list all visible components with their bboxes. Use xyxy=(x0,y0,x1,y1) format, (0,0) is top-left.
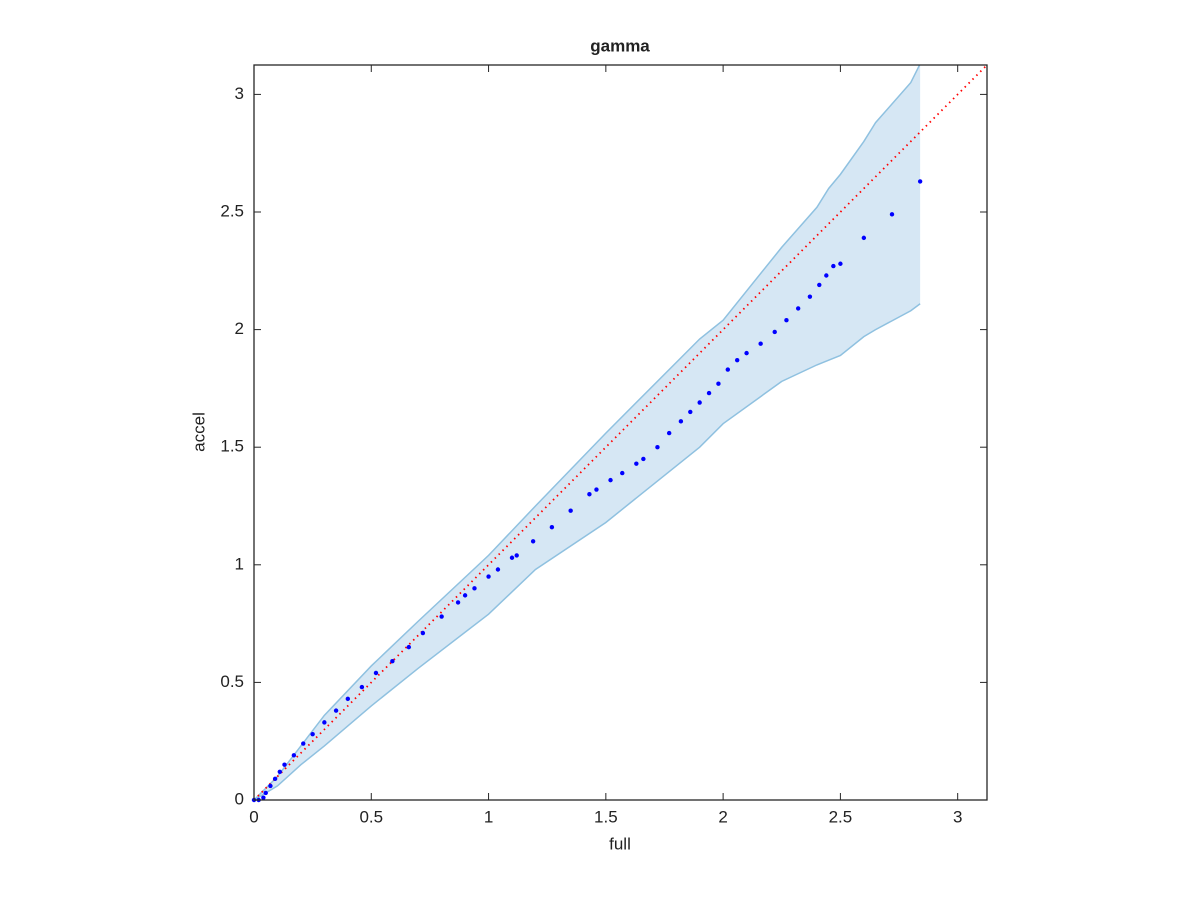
point xyxy=(373,670,379,676)
point xyxy=(824,273,829,278)
point xyxy=(838,261,843,266)
point xyxy=(549,524,555,530)
x-axis-label: full xyxy=(609,834,631,853)
point xyxy=(817,282,822,288)
point xyxy=(666,430,672,436)
point xyxy=(725,367,731,372)
point xyxy=(587,492,592,497)
y-tick-label: 2.5 xyxy=(220,201,244,220)
point xyxy=(310,731,315,737)
point xyxy=(472,586,477,591)
point xyxy=(795,306,801,311)
y-tick-label: 2 xyxy=(235,319,244,338)
point xyxy=(272,776,278,782)
point xyxy=(758,341,763,346)
plot-frame xyxy=(253,64,988,801)
y-tick-label: 1.5 xyxy=(220,437,244,456)
y-axis-label: accel xyxy=(189,412,208,452)
point xyxy=(861,235,867,241)
point xyxy=(772,329,777,335)
point xyxy=(509,555,515,560)
point xyxy=(568,508,573,513)
point xyxy=(345,696,351,702)
point xyxy=(462,593,468,598)
x-tick-label: 1 xyxy=(484,807,493,826)
y-tick-label: 3 xyxy=(235,84,244,103)
x-tick-label: 2 xyxy=(718,807,727,826)
point xyxy=(641,456,646,462)
point xyxy=(486,574,491,579)
point xyxy=(261,795,266,800)
point xyxy=(608,477,613,483)
point xyxy=(716,381,721,386)
point xyxy=(620,470,625,476)
point xyxy=(706,390,712,396)
x-tick-label: 2.5 xyxy=(829,807,853,826)
point xyxy=(678,419,684,424)
y-tick-label: 1 xyxy=(235,554,244,573)
y-tick-label: 0.5 xyxy=(220,672,244,691)
x-tick-label: 0 xyxy=(249,807,258,826)
point xyxy=(734,357,740,363)
point xyxy=(301,741,306,746)
point xyxy=(322,720,327,725)
band-edge xyxy=(254,303,921,800)
point xyxy=(530,539,536,544)
point xyxy=(359,684,365,690)
point xyxy=(291,753,297,758)
x-tick-label: 1.5 xyxy=(594,807,618,826)
point xyxy=(917,179,923,184)
point xyxy=(263,790,268,796)
point xyxy=(420,630,426,636)
point xyxy=(495,567,501,572)
point xyxy=(831,263,836,269)
point xyxy=(697,400,702,405)
band-area xyxy=(254,65,921,800)
point xyxy=(406,644,412,650)
point xyxy=(688,409,693,415)
point xyxy=(784,317,789,323)
band-edge xyxy=(254,65,921,800)
point xyxy=(744,350,749,356)
point xyxy=(333,708,339,713)
point xyxy=(455,600,461,605)
point xyxy=(439,614,444,619)
point xyxy=(390,659,395,664)
point xyxy=(268,783,273,789)
y-tick-label: 0 xyxy=(235,789,244,808)
point xyxy=(655,445,660,450)
point xyxy=(514,553,519,558)
point xyxy=(889,212,895,217)
x-tick-label: 3 xyxy=(953,807,962,826)
chart-title: gamma xyxy=(590,36,650,55)
point xyxy=(807,294,813,299)
point xyxy=(282,762,287,767)
point xyxy=(594,487,599,492)
point xyxy=(277,769,283,774)
point xyxy=(634,461,639,466)
x-tick-label: 0.5 xyxy=(359,807,383,826)
